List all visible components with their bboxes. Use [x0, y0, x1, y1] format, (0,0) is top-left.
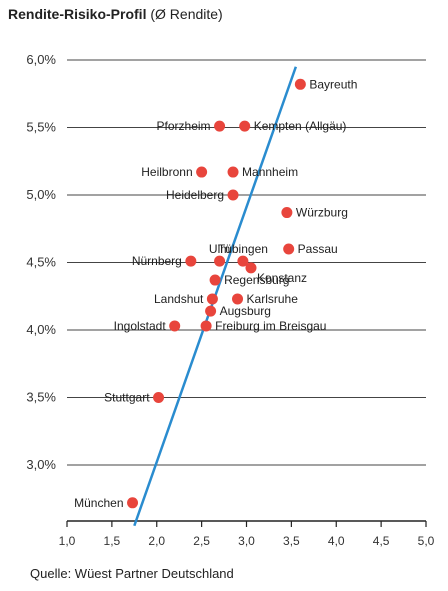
- point-label: Mannheim: [242, 165, 298, 179]
- point-label: Nürnberg: [132, 254, 182, 268]
- point-label: Tübingen: [218, 242, 268, 256]
- y-tick-label: 4,5%: [26, 255, 56, 270]
- x-tick-label: 4,5: [373, 534, 390, 548]
- point-labels: Bayreuth Pforzheim Kempten (Allgäu) Heilbro…: [74, 77, 357, 510]
- y-tick-label: 6,0%: [26, 52, 56, 67]
- point-label: Landshut: [154, 292, 204, 306]
- point-label: Freiburg im Breisgau: [215, 319, 326, 333]
- point-label: Würzburg: [296, 206, 348, 220]
- x-tick-label: 1,5: [104, 534, 121, 548]
- point-label: Stuttgart: [104, 391, 150, 405]
- data-point: [127, 497, 139, 509]
- point-label: Konstanz: [257, 271, 307, 285]
- data-point: [214, 255, 226, 267]
- data-point: [185, 255, 197, 267]
- data-point: [169, 320, 181, 332]
- y-tick-labels: 6,0% 5,5% 5,0% 4,5% 4,0% 3,5% 3,0%: [26, 52, 56, 472]
- data-point: [205, 305, 217, 317]
- point-label: Heilbronn: [141, 165, 192, 179]
- x-tick-label: 2,0: [148, 534, 165, 548]
- point-label: Pforzheim: [157, 119, 211, 133]
- data-point: [196, 166, 208, 178]
- data-point: [239, 120, 251, 132]
- x-tick-label: 3,0: [238, 534, 255, 548]
- x-tick-label: 5,0: [418, 534, 435, 548]
- data-point: [232, 293, 244, 305]
- chart-title: Rendite-Risiko-Profil: [8, 6, 147, 22]
- x-tick-label: 4,0: [328, 534, 345, 548]
- y-tick-label: 3,5%: [26, 390, 56, 405]
- point-label: Augsburg: [220, 304, 271, 318]
- source-note: Quelle: Wüest Partner Deutschland: [30, 566, 234, 581]
- x-tick-label: 1,0: [59, 534, 76, 548]
- data-point: [237, 255, 249, 267]
- data-point: [294, 78, 306, 90]
- chart-title-row: Rendite-Risiko-Profil (Ø Rendite): [8, 6, 223, 22]
- data-point: [227, 189, 239, 201]
- x-tick-label: 3,5: [283, 534, 300, 548]
- point-label: München: [74, 496, 123, 510]
- point-label: Ulm: [209, 242, 230, 256]
- data-point: [200, 320, 212, 332]
- point-label: Regensburg: [224, 273, 289, 287]
- data-point: [281, 207, 293, 219]
- point-label: Passau: [298, 242, 338, 256]
- point-label: Ingolstadt: [114, 319, 167, 333]
- data-point: [214, 120, 226, 132]
- x-axis: 1,0 1,5 2,0 2,5 3,0 3,5 4,0 4,5 5,0: [59, 520, 435, 548]
- y-tick-label: 4,0%: [26, 322, 56, 337]
- data-point: [209, 274, 221, 286]
- chart-subtitle: (Ø Rendite): [150, 6, 223, 22]
- data-point: [245, 262, 257, 274]
- y-tick-label: 3,0%: [26, 457, 56, 472]
- data-point: [153, 392, 165, 403]
- grid-lines: [67, 59, 426, 466]
- y-tick-label: 5,5%: [26, 120, 56, 135]
- y-tick-label: 5,0%: [26, 187, 56, 202]
- data-point: [227, 166, 239, 178]
- point-label: Kempten (Allgäu): [254, 119, 347, 133]
- point-label: Bayreuth: [309, 77, 357, 91]
- data-points: [127, 78, 306, 509]
- data-point: [206, 293, 218, 305]
- point-label: Karlsruhe: [247, 292, 299, 306]
- point-label: Heidelberg: [166, 188, 224, 202]
- data-point: [283, 243, 295, 255]
- x-tick-label: 2,5: [193, 534, 210, 548]
